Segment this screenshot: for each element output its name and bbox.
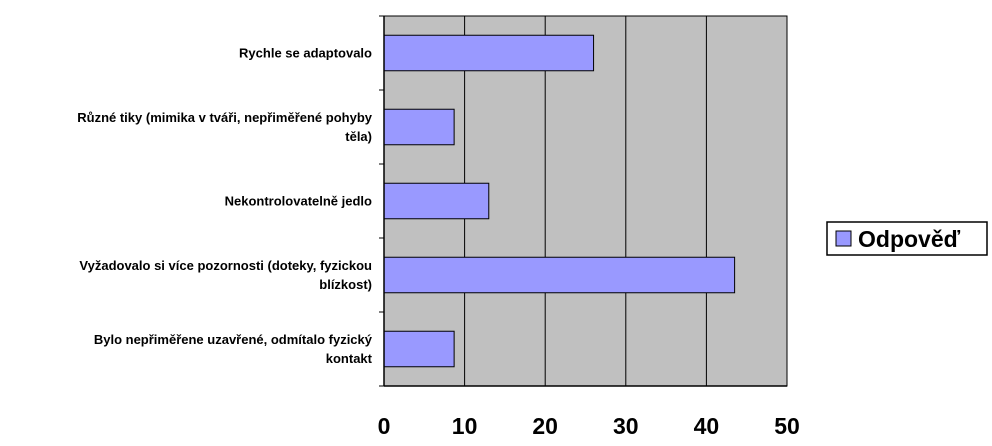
category-label: Rychle se adaptovalo	[239, 46, 372, 61]
x-tick-label: 0	[378, 413, 391, 439]
category-label: těla)	[345, 129, 372, 144]
x-tick-label: 30	[613, 413, 639, 439]
axes	[379, 15, 787, 387]
category-label: Bylo nepřiměřene uzavřené, odmítalo fyzi…	[94, 332, 373, 347]
x-tick-label: 10	[452, 413, 478, 439]
legend-box	[826, 221, 988, 256]
x-tick-label: 50	[774, 413, 800, 439]
bar	[383, 256, 736, 294]
bars	[383, 34, 736, 368]
tick-labels: 0 10 20 30 40 50	[378, 413, 800, 439]
category-label: kontakt	[326, 351, 373, 366]
bar	[383, 34, 595, 72]
category-label: Vyžadovalo si více pozornosti (doteky, f…	[79, 258, 372, 273]
bar	[383, 330, 455, 368]
category-label: blízkost)	[319, 277, 372, 292]
legend-swatch	[835, 230, 852, 247]
category-labels: Rychle se adaptovalo Různé tiky (mimika v…	[77, 46, 373, 367]
x-tick-label: 40	[694, 413, 720, 439]
legend: Odpověď	[826, 221, 988, 256]
category-label: Různé tiky (mimika v tváři, nepřiměřené …	[77, 110, 373, 125]
category-label: Nekontrolovatelně jedlo	[225, 194, 372, 209]
bar	[383, 182, 490, 220]
x-tick-label: 20	[532, 413, 558, 439]
legend-label: Odpověď	[858, 226, 961, 252]
bar	[383, 108, 455, 146]
